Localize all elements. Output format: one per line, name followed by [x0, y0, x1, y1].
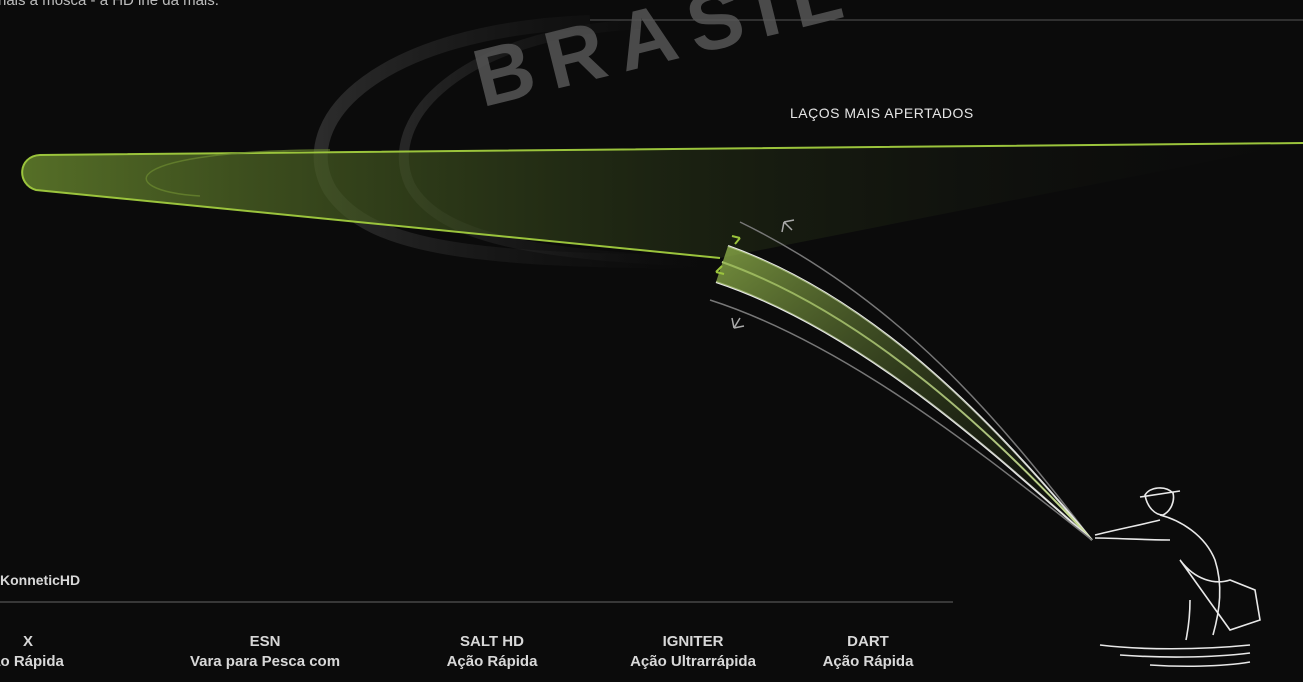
section-title: KonneticHD [0, 572, 80, 588]
column-action: ão Rápida [0, 653, 64, 670]
line-loop [22, 143, 1303, 258]
columns: Xão Rápida ESN Vara para Pesca com SALT HD A… [0, 633, 914, 670]
fly-line [21, 142, 1303, 259]
rod-fill [716, 246, 1092, 540]
column-action: Ação Rápida [447, 653, 539, 670]
column-action: Vara para Pesca com [190, 653, 340, 670]
arrow-icon [731, 235, 741, 245]
column-name: DART [847, 633, 889, 650]
column-name: SALT HD [460, 633, 524, 650]
header-text: nais a mosca - a HD lhe dá mais. [0, 0, 219, 9]
annotation: LAÇOS MAIS APERTADOS [790, 105, 974, 121]
rod [709, 299, 1093, 541]
arrow-icon [731, 317, 745, 329]
column-name: X [23, 633, 33, 650]
rod [739, 221, 1093, 541]
column-name: ESN [250, 633, 281, 650]
column-name: IGNITER [663, 633, 724, 650]
column-action: Ação Ultrarrápida [630, 653, 757, 670]
arrow-icon [781, 219, 795, 233]
inner-loop [145, 149, 331, 197]
column-action: Ação Rápida [823, 653, 915, 670]
fisherman [1094, 487, 1261, 668]
arrow-icon [715, 265, 725, 275]
rod [715, 281, 1093, 541]
